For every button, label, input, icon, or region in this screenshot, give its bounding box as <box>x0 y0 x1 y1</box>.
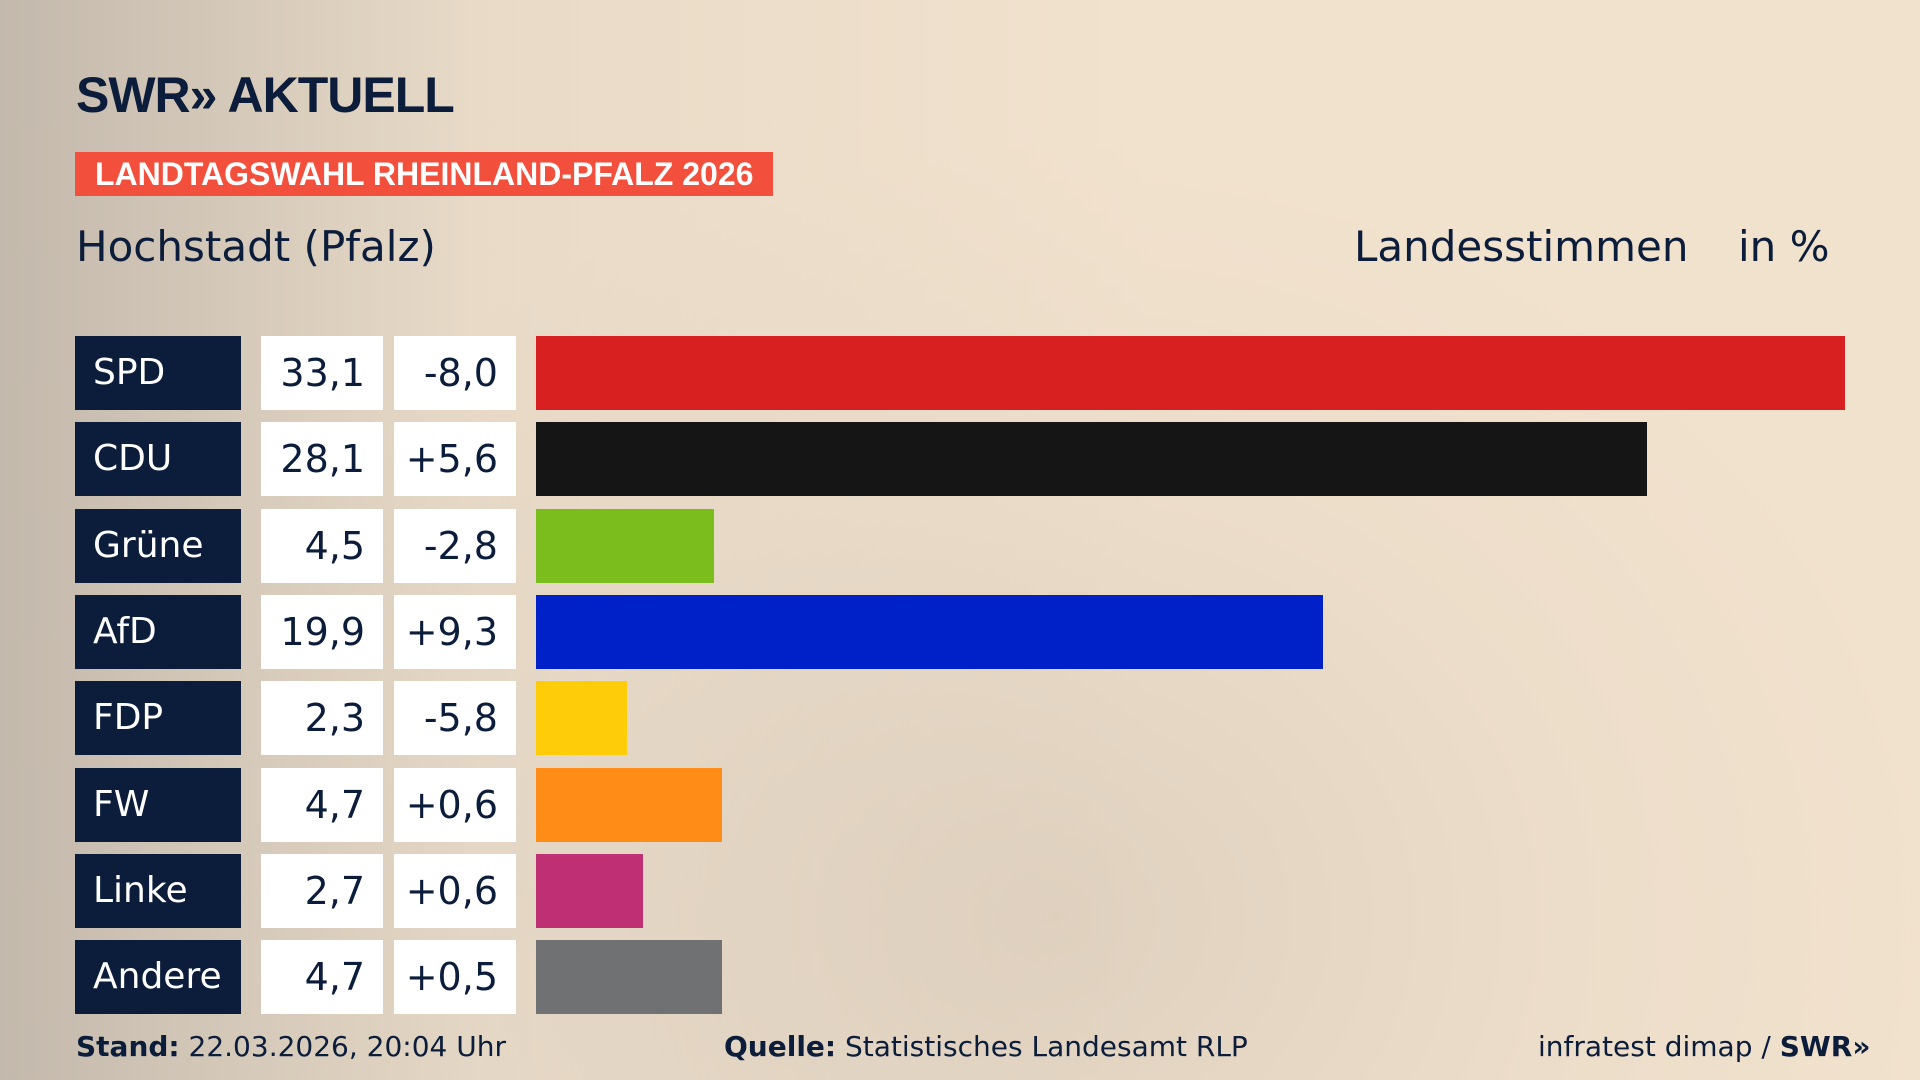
party-bar <box>536 594 1323 669</box>
party-name: FW <box>75 767 241 842</box>
vote-type-label: Landesstimmen <box>1354 222 1689 271</box>
vote-share: 2,7 <box>261 853 383 928</box>
vote-change: -5,8 <box>394 681 516 756</box>
timestamp: Stand: 22.03.2026, 20:04 Uhr <box>76 1030 506 1063</box>
credit: infratest dimap / SWR» <box>1538 1030 1870 1063</box>
party-bar <box>536 681 627 756</box>
vote-share: 4,7 <box>261 940 383 1015</box>
source: Quelle: Statistisches Landesamt RLP <box>724 1030 1248 1063</box>
party-name: Andere <box>75 940 241 1015</box>
vote-share: 4,5 <box>261 508 383 583</box>
swr-aktuell-logo: SWR» AKTUELL <box>76 67 455 123</box>
vote-change: -2,8 <box>394 508 516 583</box>
party-name: SPD <box>75 336 241 410</box>
source-value: Statistisches Landesamt RLP <box>845 1030 1248 1063</box>
party-bar <box>536 853 643 928</box>
location-title: Hochstadt (Pfalz) <box>76 222 436 271</box>
vote-share: 4,7 <box>261 767 383 842</box>
vote-share: 33,1 <box>261 336 383 410</box>
party-name: FDP <box>75 681 241 756</box>
vote-change: +0,6 <box>394 853 516 928</box>
party-name: Linke <box>75 853 241 928</box>
credit-text: infratest dimap / <box>1538 1030 1780 1063</box>
vote-change: +5,6 <box>394 422 516 497</box>
stand-label: Stand: <box>76 1030 180 1063</box>
party-bar <box>536 508 714 583</box>
vote-change: +0,5 <box>394 940 516 1015</box>
vote-change: +0,6 <box>394 767 516 842</box>
party-name: Grüne <box>75 508 241 583</box>
party-bar <box>536 422 1648 497</box>
vote-share: 28,1 <box>261 422 383 497</box>
party-bar <box>536 940 722 1015</box>
party-bar <box>536 336 1845 410</box>
party-name: AfD <box>75 594 241 669</box>
source-label: Quelle: <box>724 1030 837 1063</box>
vote-share: 2,3 <box>261 681 383 756</box>
party-bar <box>536 767 722 842</box>
vote-change: +9,3 <box>394 594 516 669</box>
stand-value: 22.03.2026, 20:04 Uhr <box>188 1030 506 1063</box>
party-name: CDU <box>75 422 241 497</box>
election-banner: LANDTAGSWAHL RHEINLAND-PFALZ 2026 <box>75 152 774 196</box>
unit-label: in % <box>1738 222 1830 271</box>
vote-change: -8,0 <box>394 336 516 410</box>
swr-logo: SWR» <box>1779 1030 1871 1063</box>
vote-share: 19,9 <box>261 594 383 669</box>
